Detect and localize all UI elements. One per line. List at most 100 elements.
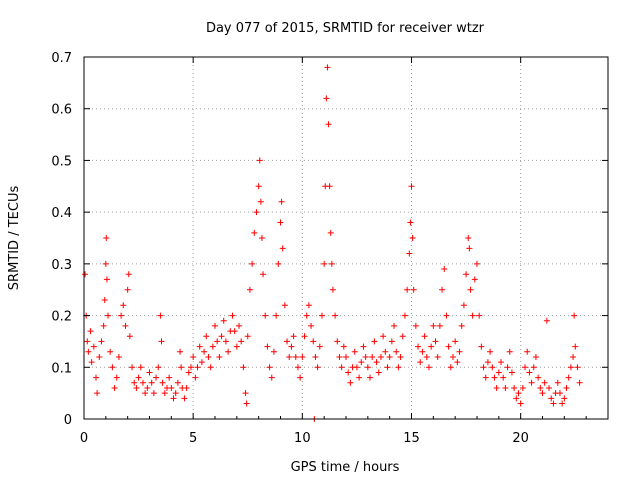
data-point [284, 338, 291, 345]
data-point [111, 384, 118, 391]
data-point [401, 312, 408, 319]
data-point [229, 312, 236, 319]
data-point [404, 286, 411, 293]
data-point [565, 374, 572, 381]
data-point [118, 312, 125, 319]
data-point [539, 390, 546, 397]
data-point [326, 183, 333, 190]
data-point [487, 348, 494, 355]
data-point [262, 312, 269, 319]
y-tick-label: 0.3 [51, 258, 72, 273]
x-tick-label: 5 [189, 431, 197, 446]
data-point [187, 364, 194, 371]
data-point [519, 384, 526, 391]
data-point [233, 343, 240, 350]
data-point [434, 353, 441, 360]
data-point [216, 353, 223, 360]
data-point [517, 400, 524, 407]
data-point [360, 343, 367, 350]
data-point [148, 379, 155, 386]
data-point [150, 390, 157, 397]
data-point [441, 266, 448, 273]
data-point [436, 322, 443, 329]
data-point [571, 312, 578, 319]
data-point [133, 384, 140, 391]
data-point [196, 343, 203, 350]
data-point [467, 286, 474, 293]
y-tick-label: 0.1 [51, 361, 72, 376]
data-point [87, 328, 94, 335]
data-point [415, 343, 422, 350]
y-axis-label: SRMTID / TECUs [7, 186, 22, 291]
data-point [334, 338, 341, 345]
data-point [327, 229, 334, 236]
data-point [279, 245, 286, 252]
data-point [109, 364, 116, 371]
data-point [397, 353, 404, 360]
data-point [278, 198, 285, 205]
data-point [236, 322, 243, 329]
y-tick-label: 0.5 [51, 154, 72, 169]
plot-frame [83, 56, 609, 420]
data-point [290, 333, 297, 340]
data-point [511, 384, 518, 391]
data-point [432, 338, 439, 345]
data-point [120, 302, 127, 309]
data-point [107, 348, 114, 355]
data-point [244, 333, 251, 340]
x-tick-label: 15 [403, 431, 420, 446]
data-point [299, 353, 306, 360]
data-point [125, 271, 132, 278]
data-point [491, 374, 498, 381]
data-point [253, 209, 260, 216]
data-point [458, 322, 465, 329]
data-point [554, 379, 561, 386]
data-point [231, 328, 238, 335]
data-point [391, 322, 398, 329]
axis-ticks: 0 5 10 15 20 0 0.1 0.2 0.3 0.4 0.5 0.6 0.7 [51, 51, 608, 446]
data-point [220, 317, 227, 324]
data-point [358, 359, 365, 366]
data-point [388, 338, 395, 345]
x-tick-label: 0 [80, 431, 88, 446]
data-point [159, 379, 166, 386]
data-point [476, 312, 483, 319]
data-point [556, 390, 563, 397]
data-point [495, 369, 502, 376]
data-point [203, 333, 210, 340]
x-tick-label: 10 [294, 431, 311, 446]
data-point [447, 364, 454, 371]
data-point [367, 374, 374, 381]
data-point [122, 322, 129, 329]
data-point [153, 374, 160, 381]
data-point [100, 322, 107, 329]
data-point [548, 395, 555, 402]
data-point [301, 333, 308, 340]
data-point [158, 338, 165, 345]
data-point [240, 364, 247, 371]
data-point [535, 374, 542, 381]
data-point [144, 384, 151, 391]
data-point [168, 384, 175, 391]
data-point [393, 348, 400, 355]
data-point [85, 348, 92, 355]
data-point [277, 219, 284, 226]
data-point [489, 364, 496, 371]
data-point [371, 338, 378, 345]
data-point [292, 353, 299, 360]
data-point [96, 353, 103, 360]
data-point [412, 322, 419, 329]
data-point [328, 260, 335, 267]
data-point [498, 359, 505, 366]
data-point [572, 343, 579, 350]
data-point [238, 338, 245, 345]
data-point [537, 384, 544, 391]
data-point [243, 400, 250, 407]
data-point [137, 364, 144, 371]
data-point [126, 333, 133, 340]
data-point [474, 260, 480, 267]
data-point [294, 364, 301, 371]
data-point [308, 322, 315, 329]
data-point [275, 260, 282, 267]
data-point [508, 369, 515, 376]
